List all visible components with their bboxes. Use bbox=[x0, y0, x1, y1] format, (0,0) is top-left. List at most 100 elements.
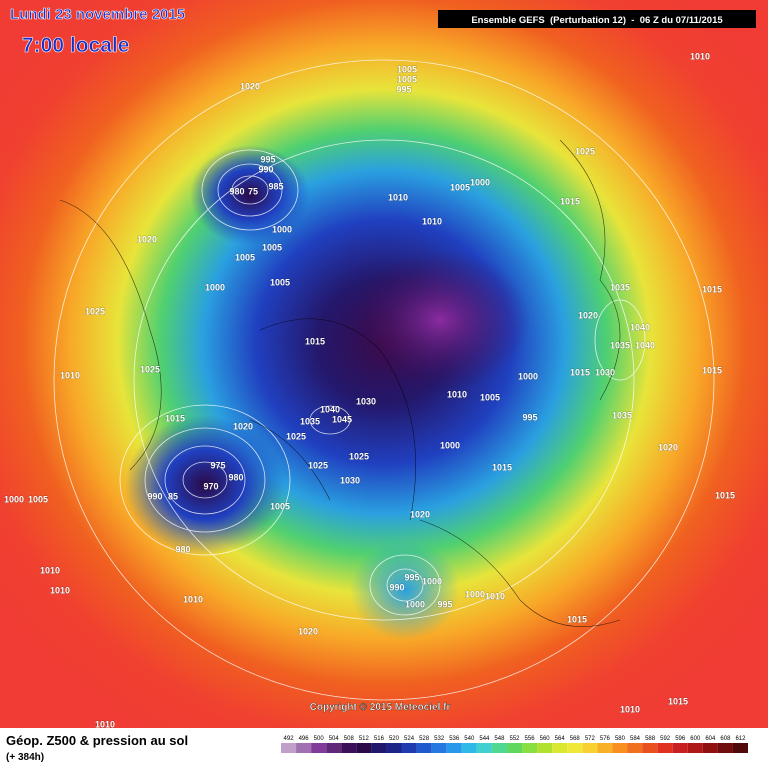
pressure-label: 1005 bbox=[480, 392, 500, 402]
pressure-label: 1015 bbox=[702, 284, 722, 294]
pressure-label: 1015 bbox=[715, 490, 735, 500]
colorbar-label: 604 bbox=[705, 736, 716, 742]
colorbar-label: 568 bbox=[570, 736, 581, 742]
colorbar-label: 552 bbox=[509, 736, 520, 742]
pressure-label: 1000 bbox=[4, 494, 24, 504]
colorbar-swatch bbox=[431, 743, 447, 753]
colorbar-swatch bbox=[401, 743, 417, 753]
pressure-label: 1010 bbox=[620, 704, 640, 714]
colorbar-swatch bbox=[446, 743, 462, 753]
pressure-label: 995 bbox=[260, 154, 275, 164]
colorbar-label: 584 bbox=[630, 736, 641, 742]
colorbar-label: 512 bbox=[359, 736, 370, 742]
pressure-label: 1005 bbox=[270, 277, 290, 287]
colorbar-label: 580 bbox=[615, 736, 626, 742]
pressure-label: 1040 bbox=[630, 322, 650, 332]
pressure-label: 1005 bbox=[262, 242, 282, 252]
pressure-label: 1005 bbox=[397, 74, 417, 84]
footer-title: Géop. Z500 & pression au sol bbox=[6, 733, 188, 748]
pressure-label: 1015 bbox=[492, 462, 512, 472]
pressure-label: 1015 bbox=[668, 696, 688, 706]
colorbar-swatch bbox=[672, 743, 688, 753]
pressure-label: 1030 bbox=[595, 367, 615, 377]
pressure-label: 1020 bbox=[240, 81, 260, 91]
low bbox=[190, 145, 310, 245]
pressure-label: 1010 bbox=[60, 370, 80, 380]
pressure-label: 1010 bbox=[690, 51, 710, 61]
pressure-label: 1040 bbox=[635, 340, 655, 350]
pressure-label: 1010 bbox=[422, 216, 442, 226]
colorbar-label: 520 bbox=[389, 736, 400, 742]
pressure-label: 970 bbox=[203, 481, 218, 491]
colorbar-label: 592 bbox=[660, 736, 671, 742]
colorbar-swatch bbox=[612, 743, 628, 753]
pressure-label: 1000 bbox=[422, 576, 442, 586]
colorbar-swatch bbox=[522, 743, 538, 753]
pressure-label: 1000 bbox=[440, 440, 460, 450]
run-info: Ensemble GEFS (Perturbation 12) - 06 Z d… bbox=[471, 15, 723, 26]
colorbar-label: 576 bbox=[600, 736, 611, 742]
pressure-label: 1030 bbox=[340, 475, 360, 485]
colorbar-swatch bbox=[476, 743, 492, 753]
pressure-label: 1020 bbox=[233, 421, 253, 431]
pressure-label: 1010 bbox=[95, 719, 115, 729]
colorbar-swatch bbox=[356, 743, 372, 753]
pressure-label: 1025 bbox=[140, 364, 160, 374]
pressure-label: 1035 bbox=[610, 340, 630, 350]
pressure-label: 1005 bbox=[235, 252, 255, 262]
pressure-label: 990 bbox=[147, 491, 162, 501]
pressure-label: 975 bbox=[210, 460, 225, 470]
pressure-label: 1015 bbox=[165, 413, 185, 423]
pressure-label: 995 bbox=[522, 412, 537, 422]
pressure-label: 1015 bbox=[560, 196, 580, 206]
pressure-label: 990 bbox=[258, 164, 273, 174]
pressure-label: 990 bbox=[389, 582, 404, 592]
colorbar-label: 532 bbox=[434, 736, 445, 742]
pressure-label: 1005 bbox=[270, 501, 290, 511]
colorbar-swatch bbox=[296, 743, 312, 753]
colorbar-swatch bbox=[311, 743, 327, 753]
colorbar-label: 608 bbox=[720, 736, 731, 742]
colorbar-swatch bbox=[506, 743, 523, 753]
colorbar-label: 548 bbox=[494, 736, 505, 742]
colorbar-label: 572 bbox=[585, 736, 596, 742]
colorbar-swatch bbox=[386, 743, 402, 753]
pressure-label: 1025 bbox=[308, 460, 328, 470]
colorbar-label: 540 bbox=[464, 736, 475, 742]
colorbar-swatch bbox=[461, 743, 477, 753]
pressure-label: 1005 bbox=[28, 494, 48, 504]
colorbar-label: 516 bbox=[374, 736, 385, 742]
pressure-labels: 1020 1005 1005 995 1010 995 990 980 75 9… bbox=[3, 51, 735, 730]
pressure-label: 1020 bbox=[137, 234, 157, 244]
trough bbox=[350, 540, 460, 640]
colorbar-label: 500 bbox=[314, 736, 325, 742]
colorbar-label: 508 bbox=[344, 736, 355, 742]
pressure-label: 980 bbox=[229, 186, 244, 196]
low bbox=[125, 415, 285, 555]
colorbar-swatch bbox=[567, 743, 583, 753]
colorbar-label: 544 bbox=[479, 736, 490, 742]
pressure-label: 995 bbox=[437, 599, 452, 609]
pressure-label: 1020 bbox=[658, 442, 678, 452]
pressure-label: 1025 bbox=[286, 431, 306, 441]
pressure-label: 995 bbox=[404, 572, 419, 582]
colorbar-swatch bbox=[341, 743, 357, 753]
pressure-label: 1020 bbox=[298, 626, 318, 636]
colorbar-label: 564 bbox=[555, 736, 566, 742]
colorbar-swatch bbox=[491, 743, 507, 753]
colorbar-label: 596 bbox=[675, 736, 686, 742]
colorbar-label: 492 bbox=[284, 736, 295, 742]
coastlines bbox=[59, 139, 621, 627]
pressure-label: 1035 bbox=[610, 282, 630, 292]
colorbar-label: 504 bbox=[329, 736, 340, 742]
colorbar-swatch bbox=[717, 743, 733, 753]
time: 7:00 locale bbox=[22, 34, 129, 57]
colorbar-swatch bbox=[702, 743, 718, 753]
pressure-label: 1000 bbox=[518, 371, 538, 381]
colorbar-swatch bbox=[281, 743, 297, 753]
pressure-label: 1025 bbox=[575, 146, 595, 156]
colorbar-swatch bbox=[657, 743, 673, 753]
pressure-label: 1015 bbox=[702, 365, 722, 375]
pressure-label: 1020 bbox=[410, 509, 430, 519]
